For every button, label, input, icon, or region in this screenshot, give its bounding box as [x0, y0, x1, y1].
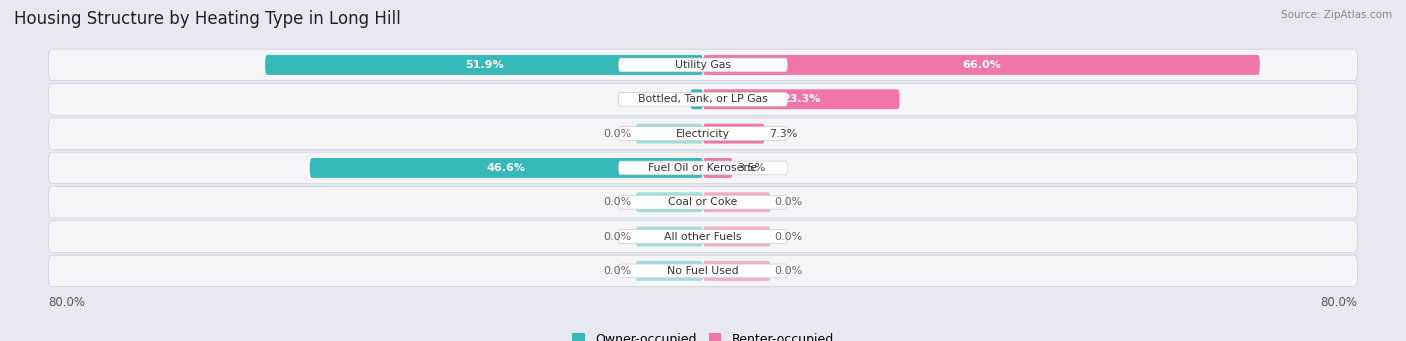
Text: 0.0%: 0.0%	[775, 232, 803, 241]
Text: 66.0%: 66.0%	[962, 60, 1001, 70]
Text: 80.0%: 80.0%	[48, 296, 86, 309]
FancyBboxPatch shape	[619, 127, 787, 140]
FancyBboxPatch shape	[636, 227, 703, 247]
FancyBboxPatch shape	[48, 152, 1358, 184]
Text: 1.5%: 1.5%	[682, 94, 711, 104]
FancyBboxPatch shape	[309, 158, 703, 178]
Text: 0.0%: 0.0%	[603, 266, 631, 276]
Text: 0.0%: 0.0%	[775, 197, 803, 207]
Text: 51.9%: 51.9%	[465, 60, 503, 70]
FancyBboxPatch shape	[619, 230, 787, 243]
FancyBboxPatch shape	[48, 221, 1358, 252]
FancyBboxPatch shape	[703, 55, 1260, 75]
Text: 3.5%: 3.5%	[737, 163, 765, 173]
Text: Electricity: Electricity	[676, 129, 730, 138]
Text: 7.3%: 7.3%	[769, 129, 797, 138]
Text: No Fuel Used: No Fuel Used	[668, 266, 738, 276]
FancyBboxPatch shape	[703, 192, 770, 212]
FancyBboxPatch shape	[636, 124, 703, 144]
FancyBboxPatch shape	[636, 261, 703, 281]
Text: Coal or Coke: Coal or Coke	[668, 197, 738, 207]
Text: 23.3%: 23.3%	[782, 94, 821, 104]
FancyBboxPatch shape	[619, 195, 787, 209]
Text: Fuel Oil or Kerosene: Fuel Oil or Kerosene	[648, 163, 758, 173]
Text: Source: ZipAtlas.com: Source: ZipAtlas.com	[1281, 10, 1392, 20]
FancyBboxPatch shape	[48, 187, 1358, 218]
FancyBboxPatch shape	[690, 89, 703, 109]
Text: 0.0%: 0.0%	[603, 129, 631, 138]
FancyBboxPatch shape	[703, 124, 765, 144]
Text: Bottled, Tank, or LP Gas: Bottled, Tank, or LP Gas	[638, 94, 768, 104]
FancyBboxPatch shape	[703, 227, 770, 247]
FancyBboxPatch shape	[619, 161, 787, 175]
Text: Utility Gas: Utility Gas	[675, 60, 731, 70]
Text: 0.0%: 0.0%	[603, 197, 631, 207]
Legend: Owner-occupied, Renter-occupied: Owner-occupied, Renter-occupied	[568, 328, 838, 341]
Text: 80.0%: 80.0%	[1320, 296, 1358, 309]
FancyBboxPatch shape	[636, 192, 703, 212]
FancyBboxPatch shape	[48, 49, 1358, 81]
Text: 46.6%: 46.6%	[486, 163, 526, 173]
FancyBboxPatch shape	[619, 58, 787, 72]
Text: All other Fuels: All other Fuels	[664, 232, 742, 241]
FancyBboxPatch shape	[48, 118, 1358, 149]
FancyBboxPatch shape	[48, 255, 1358, 287]
FancyBboxPatch shape	[703, 261, 770, 281]
Text: Housing Structure by Heating Type in Long Hill: Housing Structure by Heating Type in Lon…	[14, 10, 401, 28]
FancyBboxPatch shape	[703, 89, 900, 109]
Text: 0.0%: 0.0%	[775, 266, 803, 276]
FancyBboxPatch shape	[266, 55, 703, 75]
FancyBboxPatch shape	[619, 92, 787, 106]
Text: 0.0%: 0.0%	[603, 232, 631, 241]
FancyBboxPatch shape	[619, 264, 787, 278]
FancyBboxPatch shape	[48, 84, 1358, 115]
FancyBboxPatch shape	[703, 158, 733, 178]
